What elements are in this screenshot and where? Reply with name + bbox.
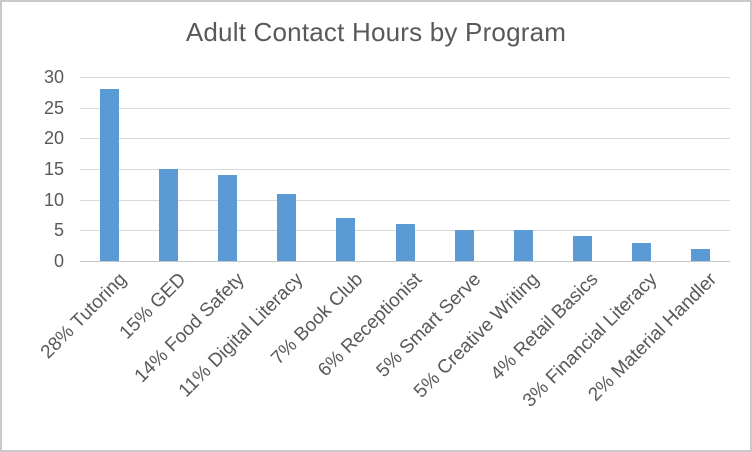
bar <box>218 175 237 261</box>
y-tick-label: 10 <box>43 190 64 210</box>
x-tick-label: 4% Retail Basics <box>487 269 603 385</box>
chart-title: Adult Contact Hours by Program <box>185 17 567 47</box>
y-tick-label: 0 <box>53 251 64 271</box>
x-tick-label: 28% Tutoring <box>36 269 131 364</box>
gridline <box>80 169 730 170</box>
bar <box>396 224 415 261</box>
y-tick-label: 5 <box>53 220 64 240</box>
bar <box>100 89 119 261</box>
bar <box>277 194 296 261</box>
gridline <box>80 138 730 139</box>
bar <box>514 230 533 261</box>
x-axis-line <box>80 261 730 262</box>
x-tick-label: 6% Receptionist <box>313 269 426 381</box>
gridline <box>80 77 730 78</box>
bar <box>336 218 355 261</box>
bar <box>159 169 178 261</box>
bar <box>691 249 710 261</box>
x-tick-label: 5% Smart Serve <box>372 269 485 382</box>
gridline <box>80 108 730 109</box>
y-tick-label: 20 <box>43 128 64 148</box>
bar <box>455 230 474 261</box>
y-tick-label: 30 <box>43 67 64 87</box>
bar <box>573 236 592 261</box>
y-tick-label: 15 <box>43 159 64 179</box>
bar <box>632 243 651 261</box>
gridline <box>80 200 730 201</box>
y-tick-label: 25 <box>43 98 64 118</box>
